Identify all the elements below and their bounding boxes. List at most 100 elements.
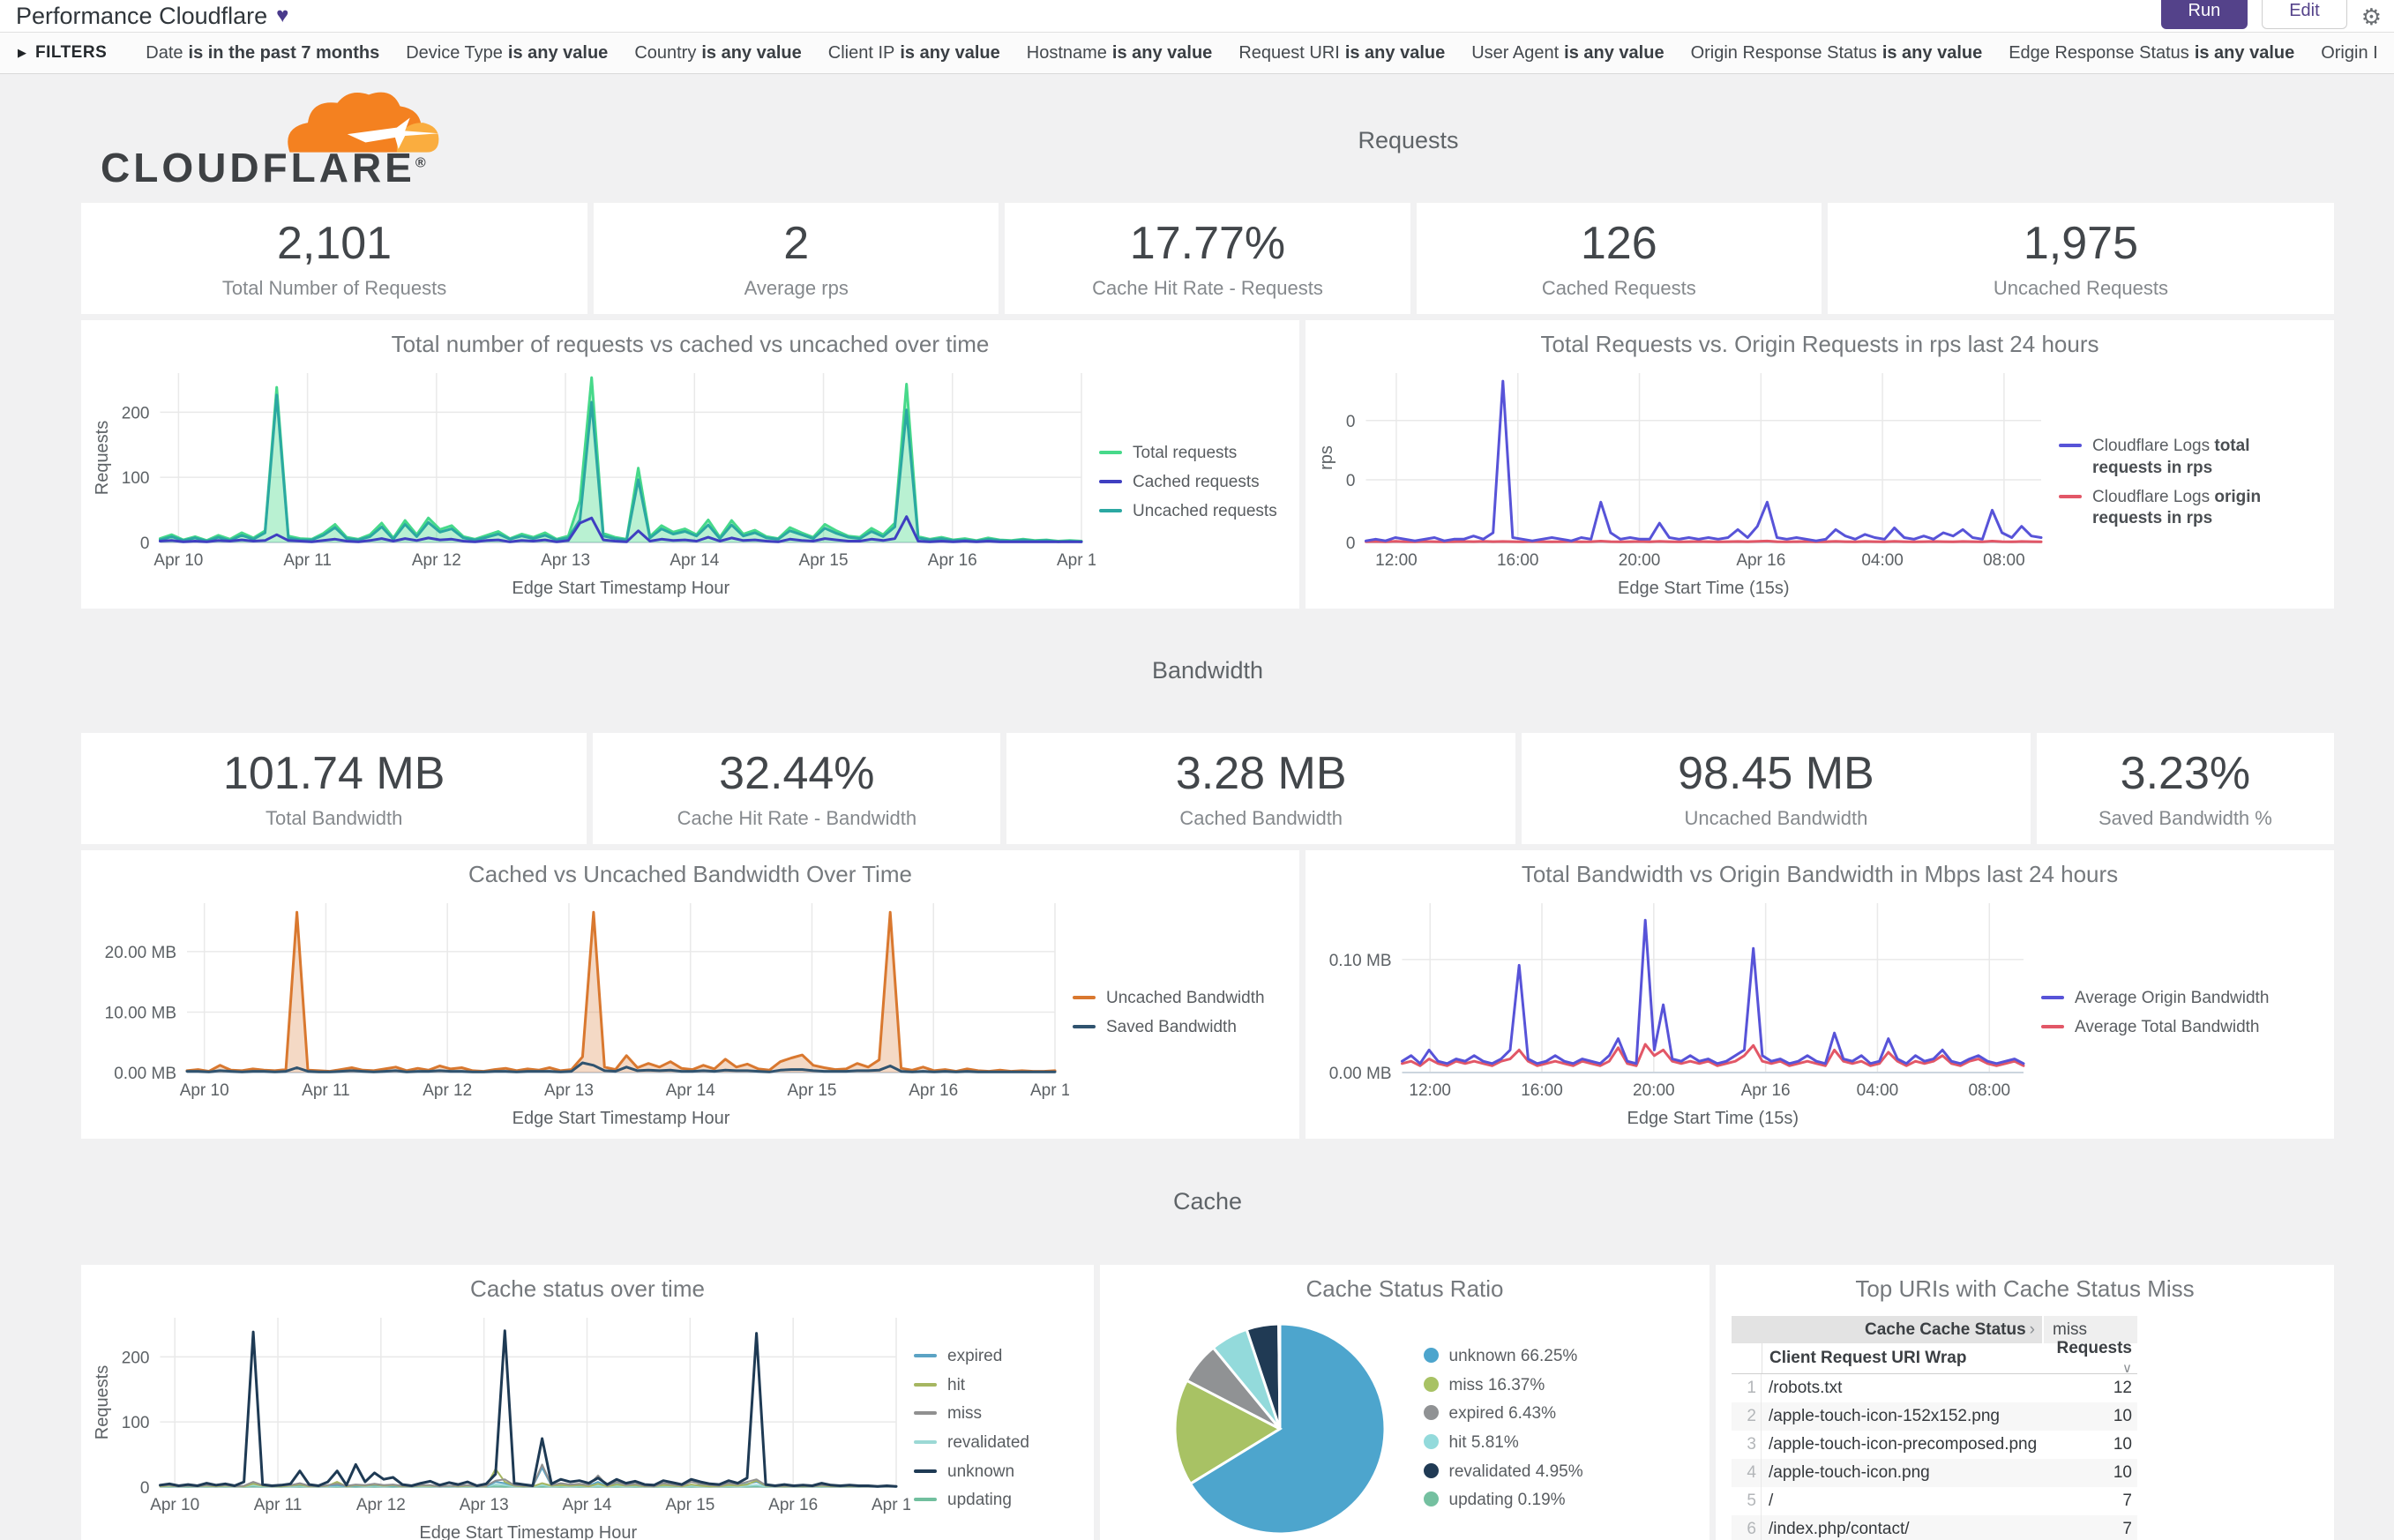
legend-item[interactable]: Average Origin Bandwidth bbox=[2041, 988, 2293, 1010]
chart-legend[interactable]: Uncached Bandwidth Saved Bandwidth bbox=[1069, 893, 1281, 1133]
svg-text:04:00: 04:00 bbox=[1857, 1081, 1899, 1100]
svg-text:0: 0 bbox=[1346, 535, 1356, 553]
filters-bar: ▶ FILTERS Date is in the past 7 months Dev… bbox=[0, 33, 2394, 74]
svg-text:Apr 12: Apr 12 bbox=[423, 1081, 472, 1100]
legend-item[interactable]: updating bbox=[914, 1490, 1060, 1512]
svg-text:0.10 MB: 0.10 MB bbox=[1329, 952, 1392, 970]
kpi-tile: 3.23% Saved Bandwidth % bbox=[2036, 733, 2335, 844]
sort-desc-icon: ∨ bbox=[2122, 1361, 2132, 1376]
chart-title: Cached vs Uncached Bandwidth Over Time bbox=[468, 861, 912, 887]
uri-cell[interactable]: /robots.txt bbox=[1769, 1379, 1843, 1397]
chart-bandwidth-over-time: Cached vs Uncached Bandwidth Over Time A… bbox=[81, 850, 1299, 1139]
legend-item[interactable]: Average Total Bandwidth bbox=[2041, 1017, 2293, 1039]
filter-items: Date is in the past 7 months Device Type is… bbox=[146, 43, 2376, 64]
legend-item[interactable]: Cached requests bbox=[1099, 472, 1281, 494]
chevron-right-icon: › bbox=[2029, 1320, 2035, 1339]
legend-item[interactable]: Uncached requests bbox=[1099, 501, 1281, 523]
svg-text:Apr 11: Apr 11 bbox=[283, 551, 332, 570]
edit-button[interactable]: Edit bbox=[2262, 0, 2347, 29]
kpi-tile: 32.44% Cache Hit Rate - Bandwidth bbox=[593, 733, 1001, 844]
svg-text:Apr 10: Apr 10 bbox=[180, 1081, 229, 1100]
svg-text:Edge Start Timestamp Hour: Edge Start Timestamp Hour bbox=[512, 1109, 730, 1128]
uri-cell[interactable]: /index.php/contact/ bbox=[1769, 1520, 1910, 1538]
legend-item[interactable]: Saved Bandwidth bbox=[1073, 1017, 1281, 1039]
svg-text:200: 200 bbox=[122, 404, 150, 422]
pivot-value: miss bbox=[2044, 1316, 2137, 1343]
gear-icon[interactable]: ⚙ bbox=[2360, 4, 2382, 30]
legend-item[interactable]: Cloudflare Logs origin requests in rps bbox=[2059, 487, 2293, 530]
svg-text:Apr 15: Apr 15 bbox=[799, 551, 849, 570]
svg-text:Apr 16: Apr 16 bbox=[909, 1081, 958, 1100]
svg-text:Apr 13: Apr 13 bbox=[544, 1081, 594, 1100]
legend-item[interactable]: revalidated bbox=[914, 1432, 1060, 1454]
filter-item[interactable]: Device Type is any value bbox=[406, 42, 609, 63]
uri-cell[interactable]: / bbox=[1769, 1491, 1774, 1510]
filter-item[interactable]: Hostname is any value bbox=[1026, 42, 1213, 63]
legend-item[interactable]: Uncached Bandwidth bbox=[1073, 988, 1281, 1010]
chart-title: Cache Status Ratio bbox=[1305, 1275, 1504, 1302]
svg-text:Apr 13: Apr 13 bbox=[460, 1496, 509, 1514]
svg-text:Apr 11: Apr 11 bbox=[254, 1496, 303, 1514]
filter-item[interactable]: Origin Response Status is any value bbox=[1690, 42, 1983, 63]
bandwidth-over-time-plot[interactable]: Apr 10 Apr 11 Apr 12 Apr 13 Apr 14 Apr 15 Apr … bbox=[90, 893, 1069, 1129]
svg-text:Apr 17: Apr 17 bbox=[1030, 1081, 1069, 1100]
chart-legend[interactable]: expired hit miss revalidated unknown updating bbox=[910, 1307, 1060, 1540]
section-title-cache: Cache bbox=[1172, 1188, 1243, 1215]
dashboard-title-text: Performance Cloudflare bbox=[16, 2, 268, 29]
filter-item[interactable]: Request URI is any value bbox=[1238, 42, 1446, 63]
uri-column-header[interactable]: Client Request URI Wrap bbox=[1769, 1349, 1967, 1367]
svg-text:12:00: 12:00 bbox=[1375, 551, 1418, 570]
pivot-field-label[interactable]: Cache Cache Status › bbox=[1732, 1316, 2042, 1343]
uri-cell[interactable]: /apple-touch-icon-152x152.png bbox=[1769, 1407, 2000, 1425]
table-title: Top URIs with Cache Status Miss bbox=[1855, 1275, 2195, 1302]
pie-legend[interactable]: unknown 66.25% miss 16.37% expired 6.43% hi… bbox=[1420, 1346, 1641, 1512]
table-row: 6/index.php/contact/7 bbox=[1732, 1515, 2137, 1540]
pie-legend-item[interactable]: unknown 66.25% bbox=[1423, 1346, 1641, 1368]
svg-text:0.00 MB: 0.00 MB bbox=[1329, 1065, 1392, 1083]
svg-text:Apr 12: Apr 12 bbox=[412, 551, 461, 570]
chart-legend[interactable]: Total requests Cached requests Uncached re… bbox=[1096, 363, 1281, 603]
pie-legend-item[interactable]: revalidated 4.95% bbox=[1423, 1462, 1641, 1484]
pie-legend-item[interactable]: hit 5.81% bbox=[1423, 1432, 1641, 1454]
pie-legend-item[interactable]: updating 0.19% bbox=[1423, 1490, 1641, 1512]
legend-item[interactable]: expired bbox=[914, 1346, 1060, 1368]
legend-item[interactable]: unknown bbox=[914, 1462, 1060, 1484]
filter-item[interactable]: Date is in the past 7 months bbox=[146, 42, 380, 63]
cache-status-pie[interactable] bbox=[1170, 1319, 1390, 1539]
filter-item[interactable]: Country is any value bbox=[634, 42, 802, 63]
svg-text:Apr 14: Apr 14 bbox=[563, 1496, 612, 1514]
svg-text:20.00 MB: 20.00 MB bbox=[105, 944, 176, 962]
svg-text:Apr 13: Apr 13 bbox=[541, 551, 590, 570]
legend-item[interactable]: hit bbox=[914, 1375, 1060, 1397]
table-row: 2/apple-touch-icon-152x152.png 10 bbox=[1732, 1402, 2137, 1431]
legend-item[interactable]: miss bbox=[914, 1403, 1060, 1425]
cloudflare-logo: CLOUDFLARE® bbox=[81, 85, 483, 197]
pie-legend-item[interactable]: miss 16.37% bbox=[1423, 1375, 1641, 1397]
kpi-tile: 3.28 MB Cached Bandwidth bbox=[1006, 733, 1516, 844]
legend-item[interactable]: Cloudflare Logs total requests in rps bbox=[2059, 436, 2293, 479]
svg-text:Apr 16: Apr 16 bbox=[768, 1496, 818, 1514]
svg-text:Requests: Requests bbox=[93, 1365, 112, 1440]
filters-expand-icon[interactable]: ▶ bbox=[18, 46, 26, 59]
filter-item[interactable]: User Agent is any value bbox=[1471, 42, 1665, 63]
filter-item[interactable]: Edge Response Status is any value bbox=[2009, 42, 2295, 63]
requests-over-time-plot[interactable]: Apr 10 Apr 11 Apr 12 Apr 13 Apr 14 Apr 15 Apr … bbox=[90, 363, 1096, 599]
run-button[interactable]: Run bbox=[2160, 0, 2248, 29]
chart-title: Cache status over time bbox=[470, 1275, 705, 1302]
chart-legend[interactable]: Cloudflare Logs total requests in rps Clo… bbox=[2055, 363, 2293, 603]
requests-column-header[interactable]: Requests ∨ bbox=[2056, 1339, 2132, 1376]
chart-legend[interactable]: Average Origin Bandwidth Average Total Ba… bbox=[2038, 893, 2293, 1133]
rps-24h-plot[interactable]: 12:00 16:00 20:00 Apr 16 04:00 08:00 0 0 0 rps Edg… bbox=[1314, 363, 2055, 599]
pie-legend-item[interactable]: expired 6.43% bbox=[1423, 1403, 1641, 1425]
filters-label[interactable]: FILTERS bbox=[35, 43, 108, 62]
legend-item[interactable]: Total requests bbox=[1099, 443, 1281, 465]
uri-cell[interactable]: /apple-touch-icon.png bbox=[1769, 1463, 1930, 1482]
svg-text:rps: rps bbox=[1317, 445, 1336, 470]
requests-header-row: CLOUDFLARE® Requests bbox=[81, 85, 2334, 197]
filter-item[interactable]: Client IP is any value bbox=[827, 42, 1000, 63]
bandwidth-24h-plot[interactable]: 12:00 16:00 20:00 Apr 16 04:00 08:00 0.00 MB 0.… bbox=[1314, 893, 2038, 1129]
uri-cell[interactable]: /apple-touch-icon-precomposed.png bbox=[1769, 1435, 2038, 1454]
chart-title: Total Bandwidth vs Origin Bandwidth in M… bbox=[1521, 861, 2119, 887]
cache-status-plot[interactable]: Apr 10 Apr 11 Apr 12 Apr 13 Apr 14 Apr 15 Apr … bbox=[90, 1307, 910, 1540]
